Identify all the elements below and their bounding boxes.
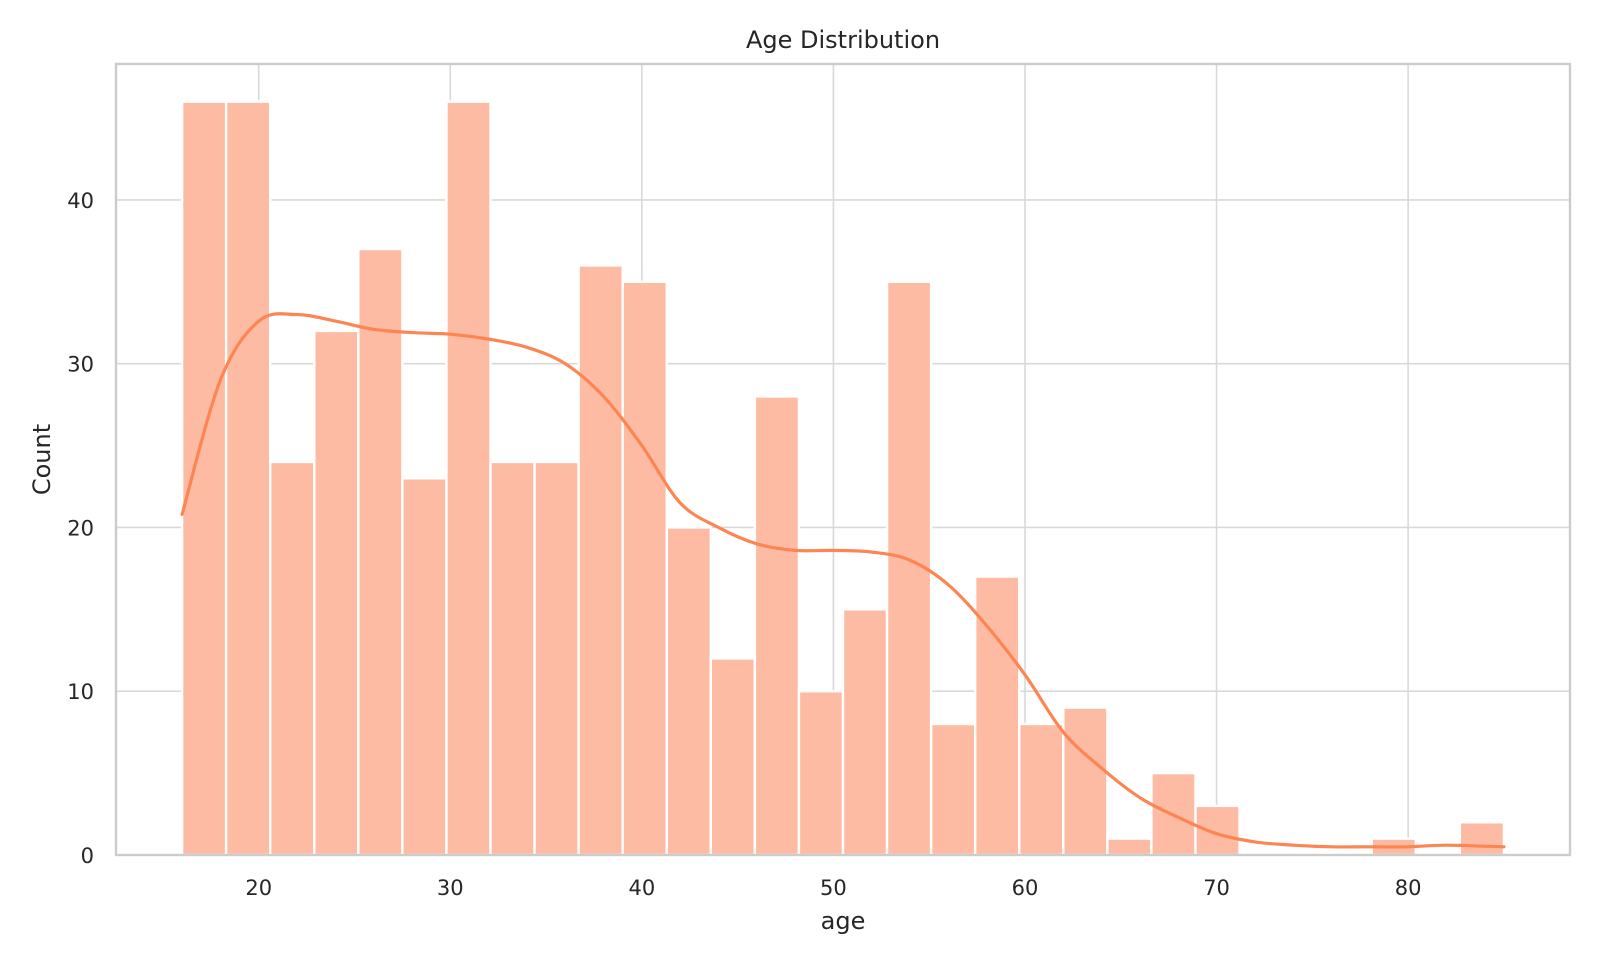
histogram-bar [1018, 722, 1065, 857]
histogram-bar [357, 247, 404, 857]
histogram-bar [269, 460, 316, 857]
y-tick-label: 30 [67, 353, 94, 377]
x-tick-label: 80 [1395, 876, 1422, 900]
histogram-bar [445, 100, 492, 857]
histogram-bar [533, 460, 580, 857]
kde-line [180, 312, 1506, 849]
histogram-bar [313, 329, 360, 857]
y-tick-label: 40 [67, 189, 94, 213]
histogram-bar [841, 608, 889, 857]
x-tick-label: 20 [245, 876, 272, 900]
histogram-bar [709, 657, 757, 857]
x-tick-label: 70 [1203, 876, 1230, 900]
y-tick-label: 0 [81, 844, 94, 868]
histogram-bar [753, 395, 801, 857]
plot-frame [114, 62, 1572, 857]
histogram-bar [224, 100, 272, 857]
histogram-bar [1062, 706, 1109, 857]
x-tick-label: 40 [628, 876, 655, 900]
histogram-bars [180, 100, 1506, 857]
histogram-bar [489, 460, 536, 857]
x-tick-labels: 20 30 40 50 60 70 80 [245, 876, 1421, 900]
histogram-bar [929, 722, 977, 857]
y-tick-label: 10 [67, 680, 94, 704]
x-axis-title: age [821, 907, 866, 935]
chart-title: Age Distribution [746, 26, 940, 54]
histogram-bar [797, 690, 845, 857]
histogram-bar [621, 280, 668, 857]
histogram-bar [1458, 821, 1506, 857]
histogram-bar [180, 100, 228, 857]
histogram-bar [1106, 837, 1153, 857]
y-tick-label: 20 [67, 516, 94, 540]
histogram-bar [577, 264, 624, 857]
x-tick-label: 30 [437, 876, 464, 900]
x-tick-label: 50 [820, 876, 847, 900]
histogram-bar [1194, 804, 1241, 857]
y-axis-title: Count [28, 424, 56, 495]
y-tick-labels: 0 10 20 30 40 [67, 189, 94, 868]
histogram-bar [665, 526, 713, 857]
histogram-bar [401, 477, 448, 857]
x-tick-label: 60 [1012, 876, 1039, 900]
